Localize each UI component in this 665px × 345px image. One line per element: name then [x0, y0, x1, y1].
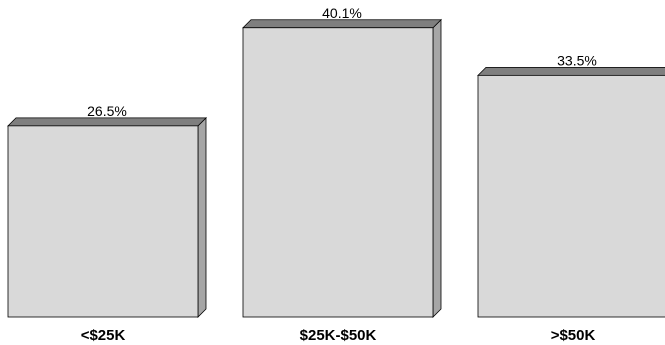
bar-25k — [7, 125, 199, 318]
bar-group-25k: 26.5% <$25K — [7, 103, 207, 344]
bar-top-25k-50k — [242, 19, 442, 29]
category-label-25k-50k: $25K-$50K — [300, 327, 377, 344]
bar-group-50k: 33.5% >$50K — [477, 52, 665, 344]
value-label-25k: 26.5% — [87, 103, 127, 119]
category-label-25k: <$25K — [81, 327, 126, 344]
value-label-50k: 33.5% — [557, 52, 597, 68]
bar-top-50k — [477, 66, 665, 76]
value-label-25k-50k: 40.1% — [322, 5, 362, 21]
bar-25k-50k — [242, 27, 434, 318]
bar-side-25k — [197, 116, 207, 318]
bar-50k — [477, 74, 665, 318]
bar-top-25k — [7, 117, 207, 127]
category-label-50k: >$50K — [551, 327, 596, 344]
bar-group-25k-50k: 40.1% $25K-$50K — [242, 5, 442, 344]
bar-side-25k-50k — [432, 18, 442, 318]
